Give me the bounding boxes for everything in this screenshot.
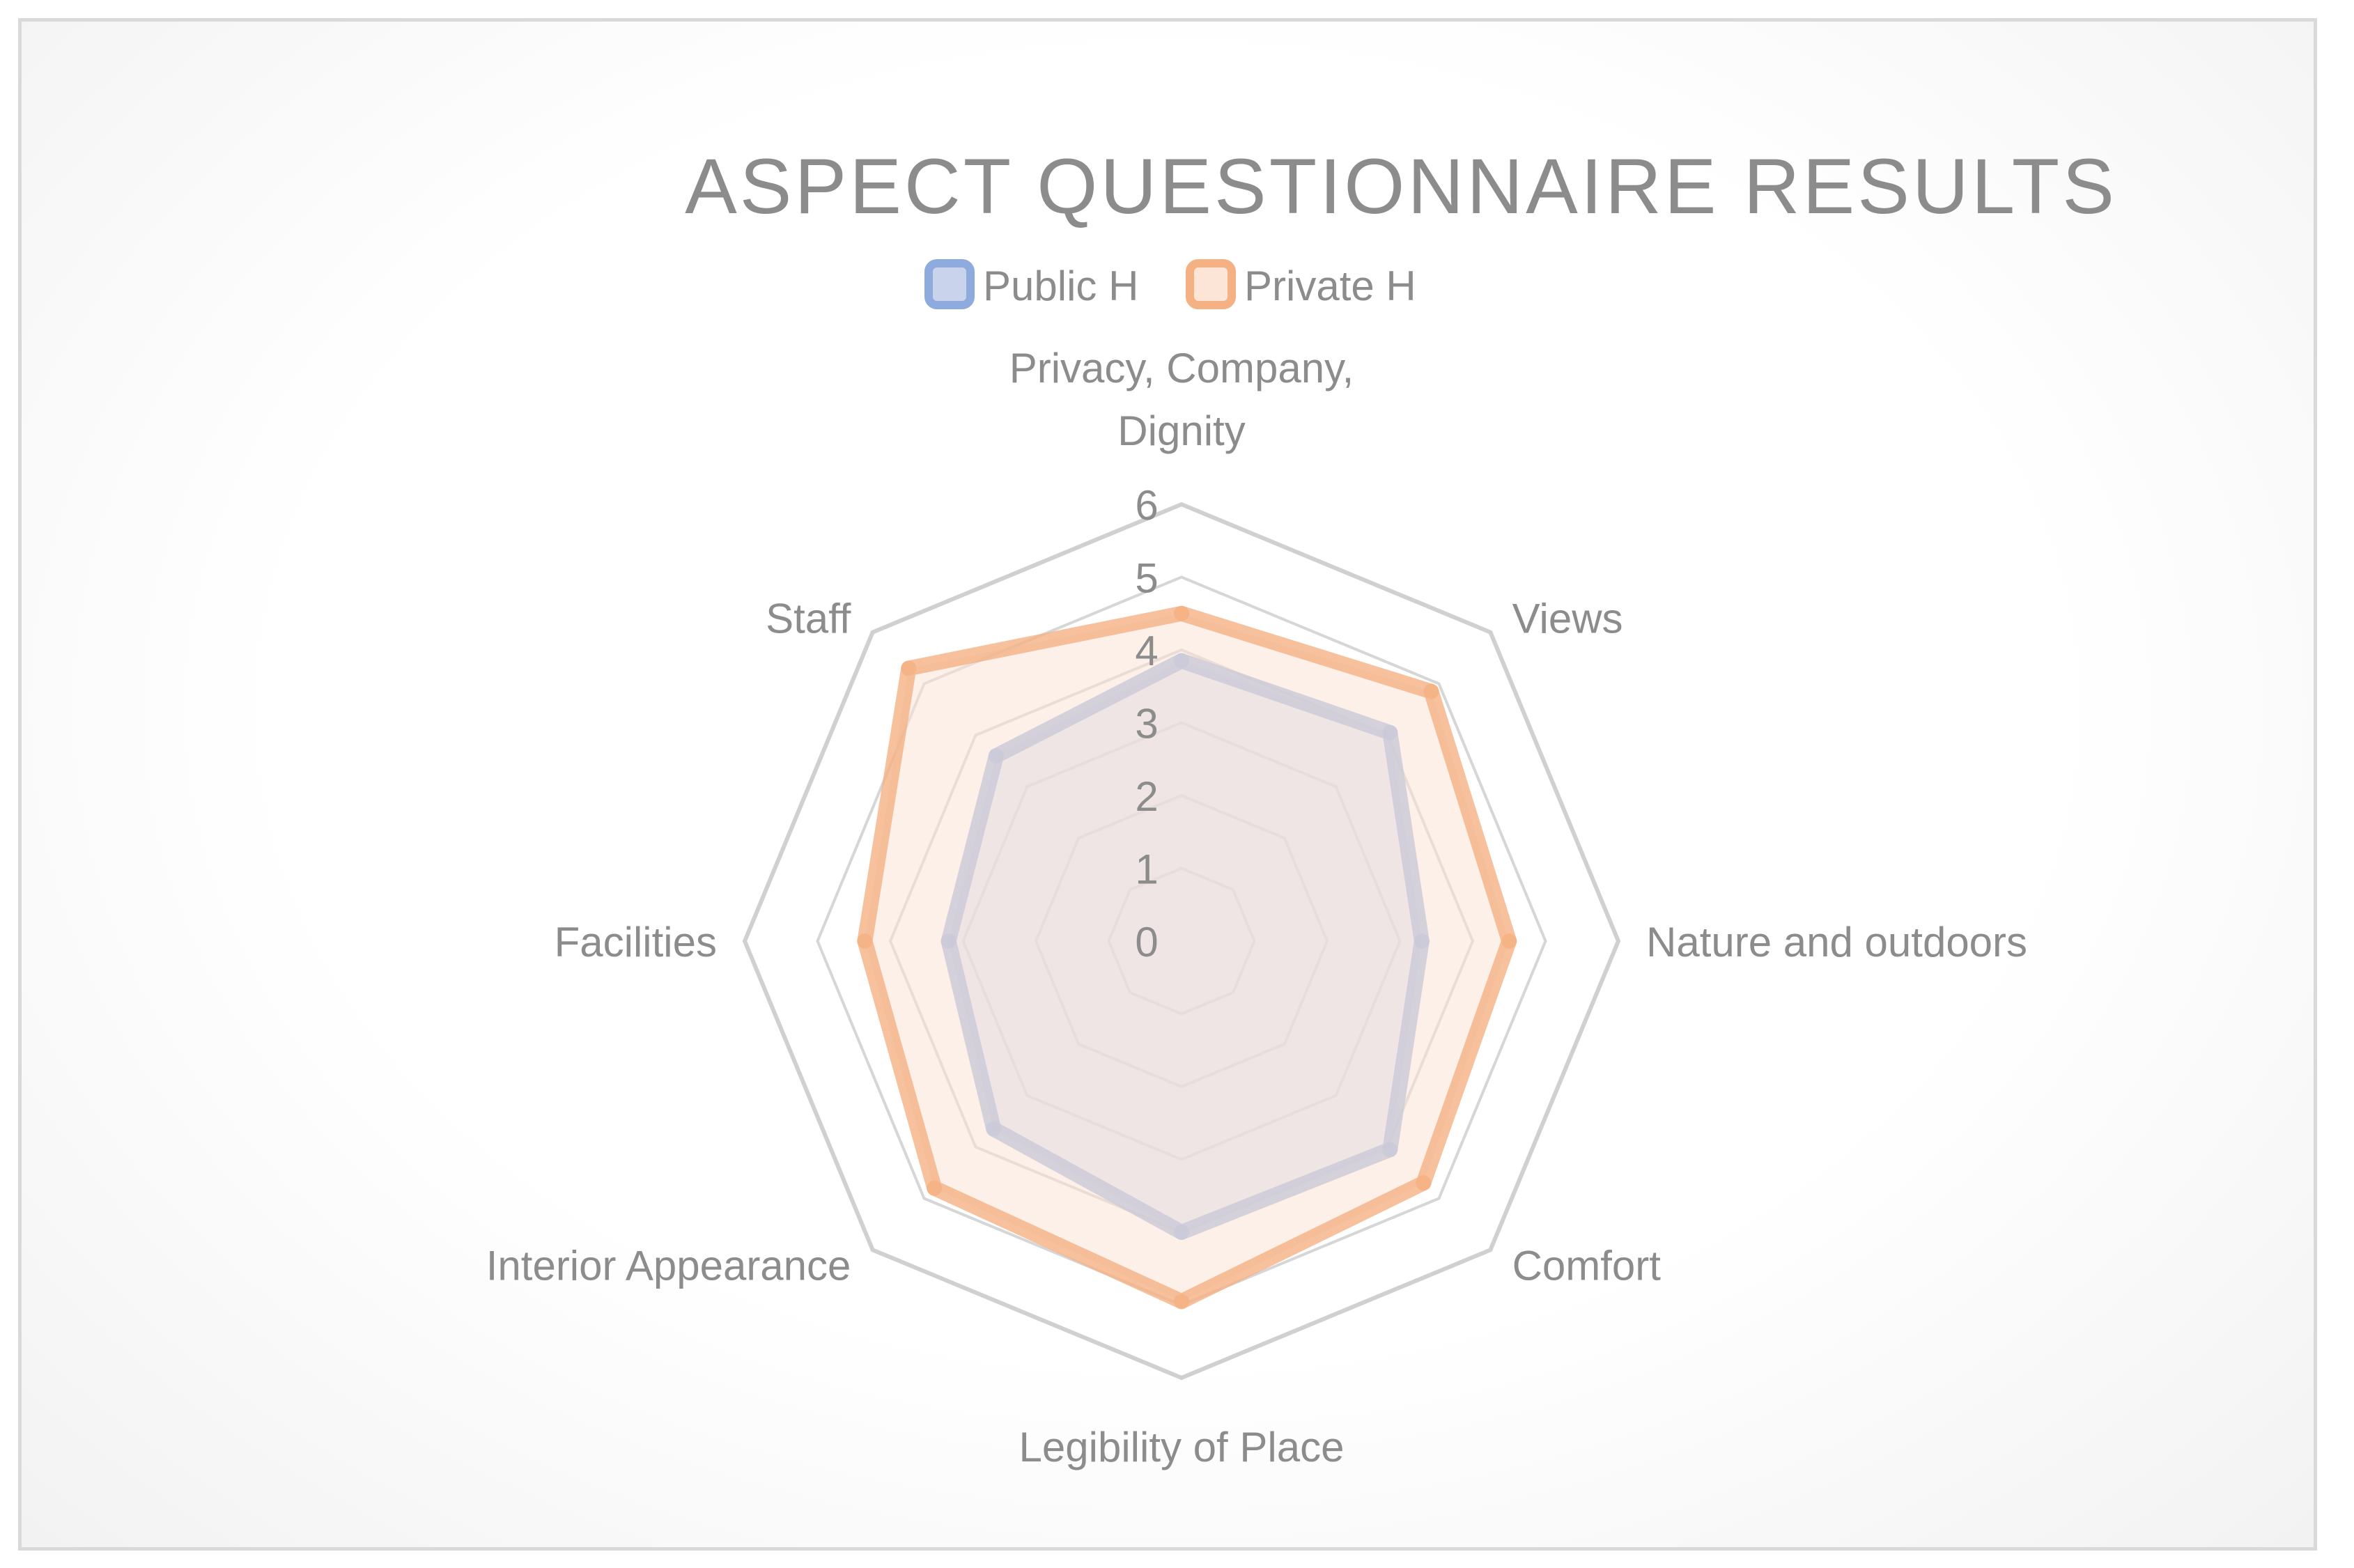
data-point-private-h-5[interactable] [927, 1180, 943, 1196]
category-label-views: Views [1512, 595, 1623, 642]
tick-label-4: 4 [1135, 628, 1158, 674]
tick-label-0: 0 [1135, 919, 1158, 965]
legend-label-public-h: Public H [983, 263, 1138, 309]
tick-label-2: 2 [1135, 773, 1158, 820]
legend: Public H Private H [924, 259, 1416, 309]
series-area-private-h [857, 605, 1517, 1310]
data-point-private-h-4[interactable] [1174, 1294, 1189, 1310]
tick-label-6: 6 [1135, 482, 1158, 529]
category-label-legibility-of-place: Legibility of Place [1019, 1424, 1345, 1470]
data-point-private-h-7[interactable] [901, 660, 917, 676]
category-label-nature-and-outdoors: Nature and outdoors [1646, 919, 2027, 965]
category-label-interior-appearance: Interior Appearance [486, 1243, 851, 1289]
category-label-privacy-company-dignity: Privacy, Company, Dignity [1009, 345, 1354, 454]
tick-label-1: 1 [1135, 846, 1158, 893]
category-label-staff: Staff [766, 595, 851, 642]
data-point-private-h-1[interactable] [1423, 683, 1439, 699]
legend-swatch-private-h [1186, 259, 1236, 309]
chart-area: ASPECT QUESTIONNAIRE RESULTS Public H Pr… [18, 18, 2317, 1551]
data-point-private-h-6[interactable] [857, 933, 873, 949]
category-label-facilities: Facilities [555, 919, 717, 965]
legend-item-public-h[interactable]: Public H [924, 259, 1138, 309]
data-point-private-h-0[interactable] [1174, 605, 1189, 621]
radar-chart: ASPECT QUESTIONNAIRE RESULTS Public H Pr… [486, 143, 2117, 1470]
radar-series [857, 605, 1517, 1310]
category-labels: Privacy, Company, Dignity Views Nature and … [486, 345, 2027, 1470]
data-point-private-h-2[interactable] [1501, 933, 1517, 949]
legend-swatch-public-h [924, 259, 975, 309]
legend-label-private-h: Private H [1244, 263, 1416, 309]
chart-title: ASPECT QUESTIONNAIRE RESULTS [685, 143, 2117, 230]
category-label-comfort: Comfort [1512, 1243, 1662, 1289]
grid-ring-6 [742, 502, 1621, 1381]
legend-item-private-h[interactable]: Private H [1186, 259, 1416, 309]
tick-label-3: 3 [1135, 701, 1158, 747]
tick-label-5: 5 [1135, 555, 1158, 602]
data-point-private-h-3[interactable] [1416, 1175, 1432, 1191]
radial-axis-ticks: 0 1 2 3 4 5 6 [1135, 482, 1158, 965]
